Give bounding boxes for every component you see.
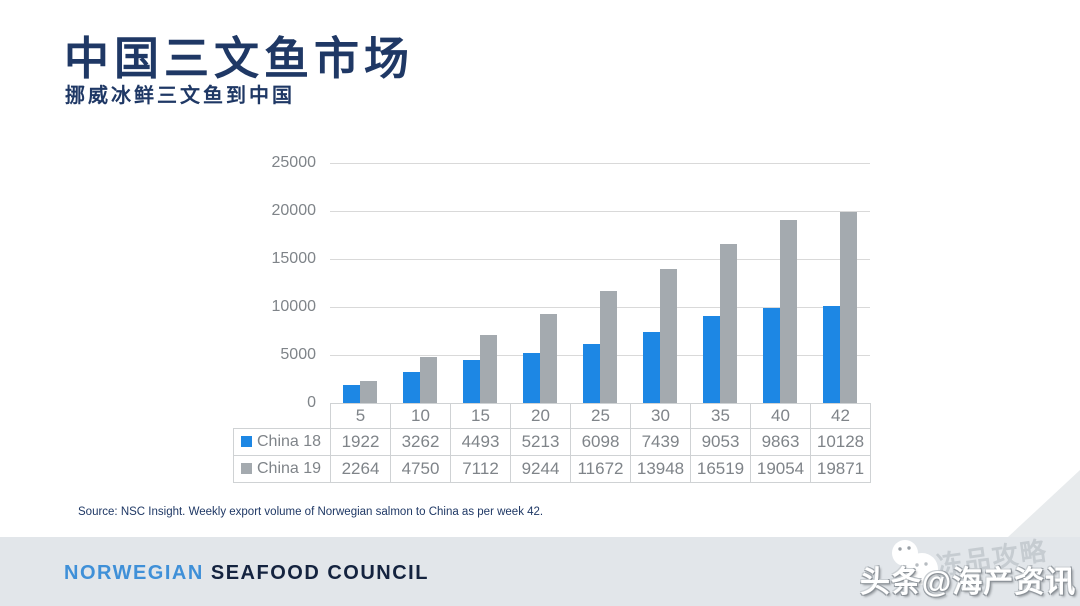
value-cell: 11672 — [570, 455, 631, 483]
value-cell: 7439 — [630, 428, 691, 456]
value-cell: 7112 — [450, 455, 511, 483]
bar-china-18 — [823, 306, 840, 403]
brand-secondary: SEAFOOD COUNCIL — [210, 562, 429, 584]
bar-china-19 — [540, 314, 557, 403]
category-cell: 25 — [570, 403, 631, 429]
bar-china-19 — [360, 381, 377, 403]
legend-swatch — [241, 463, 252, 474]
bar-china-19 — [600, 291, 617, 403]
plot-area — [330, 163, 870, 403]
value-cell: 6098 — [570, 428, 631, 456]
category-cell: 20 — [510, 403, 571, 429]
legend-cell: China 19 — [233, 455, 331, 483]
value-cell: 4750 — [390, 455, 451, 483]
bar-china-18 — [403, 372, 420, 403]
y-axis-label: 5000 — [280, 346, 316, 363]
bar-group — [330, 163, 390, 403]
legend-cell: China 18 — [233, 428, 331, 456]
bar-group — [750, 163, 810, 403]
bar-group — [690, 163, 750, 403]
bar-china-18 — [643, 332, 660, 403]
snowman-logo-icon — [892, 540, 938, 585]
source-note: Source: NSC Insight. Weekly export volum… — [78, 506, 544, 518]
value-cell: 19054 — [750, 455, 811, 483]
value-cell: 5213 — [510, 428, 571, 456]
brand-primary: NORWEGIAN — [64, 562, 204, 584]
gridline — [330, 211, 870, 212]
y-axis-label: 0 — [307, 394, 316, 411]
y-axis-label: 25000 — [271, 154, 317, 171]
value-cell: 3262 — [390, 428, 451, 456]
bar-group — [450, 163, 510, 403]
page-subtitle: 挪威冰鲜三文鱼到中国 — [65, 85, 295, 107]
bar-chart: 0 5000 10000 15000 20000 25000 5 10 15 20 25 30 35 4… — [233, 154, 871, 483]
value-cell: 2264 — [330, 455, 391, 483]
category-cell: 15 — [450, 403, 511, 429]
gridline — [330, 259, 870, 260]
value-cell: 9053 — [690, 428, 751, 456]
bar-group — [570, 163, 630, 403]
y-axis-label: 20000 — [271, 202, 317, 219]
bar-china-18 — [703, 316, 720, 403]
bar-china-19 — [720, 244, 737, 403]
value-cell: 19871 — [810, 455, 871, 483]
gridline — [330, 163, 870, 164]
bar-china-19 — [840, 212, 857, 403]
table-spacer-cell — [234, 404, 331, 429]
bar-china-19 — [420, 357, 437, 403]
bar-china-19 — [480, 335, 497, 403]
category-cell: 5 — [330, 403, 391, 429]
bar-china-18 — [463, 360, 480, 403]
value-cell: 4493 — [450, 428, 511, 456]
bar-china-18 — [343, 385, 360, 403]
value-cell: 16519 — [690, 455, 751, 483]
table-row-categories: 5 10 15 20 25 30 35 40 42 — [234, 403, 871, 429]
chart-data-table: 5 10 15 20 25 30 35 40 42 China 18 1922 3262 4493 521… — [233, 403, 871, 483]
bar-group — [390, 163, 450, 403]
watermark-text: 头条@海产资讯 — [860, 566, 1077, 599]
value-cell: 10128 — [810, 428, 871, 456]
bar-china-18 — [583, 344, 600, 403]
category-cell: 40 — [750, 403, 811, 429]
bar-group — [630, 163, 690, 403]
value-cell: 1922 — [330, 428, 391, 456]
category-cell: 35 — [690, 403, 751, 429]
brand-logo: NORWEGIAN SEAFOOD COUNCIL — [64, 562, 429, 585]
bar-group — [510, 163, 570, 403]
value-cell: 9244 — [510, 455, 571, 483]
bar-china-19 — [660, 269, 677, 403]
legend-label: China 19 — [257, 460, 322, 477]
bar-china-18 — [763, 308, 780, 403]
table-row: China 19 2264 4750 7112 9244 11672 13948 16519 1… — [233, 455, 871, 483]
bar-china-18 — [523, 353, 540, 403]
category-cell: 30 — [630, 403, 691, 429]
category-cell: 42 — [810, 403, 871, 429]
value-cell: 9863 — [750, 428, 811, 456]
value-cell: 13948 — [630, 455, 691, 483]
category-cell: 10 — [390, 403, 451, 429]
y-axis: 0 5000 10000 15000 20000 25000 — [236, 154, 317, 411]
y-axis-label: 15000 — [271, 250, 317, 267]
legend-label: China 18 — [257, 433, 322, 450]
bar-china-19 — [780, 220, 797, 403]
table-row: China 18 1922 3262 4493 5213 6098 7439 9053 9863… — [233, 428, 871, 456]
legend-swatch — [241, 436, 252, 447]
page-title: 中国三文鱼市场 — [64, 33, 415, 84]
y-axis-label: 10000 — [271, 298, 317, 315]
bar-group — [810, 163, 870, 403]
